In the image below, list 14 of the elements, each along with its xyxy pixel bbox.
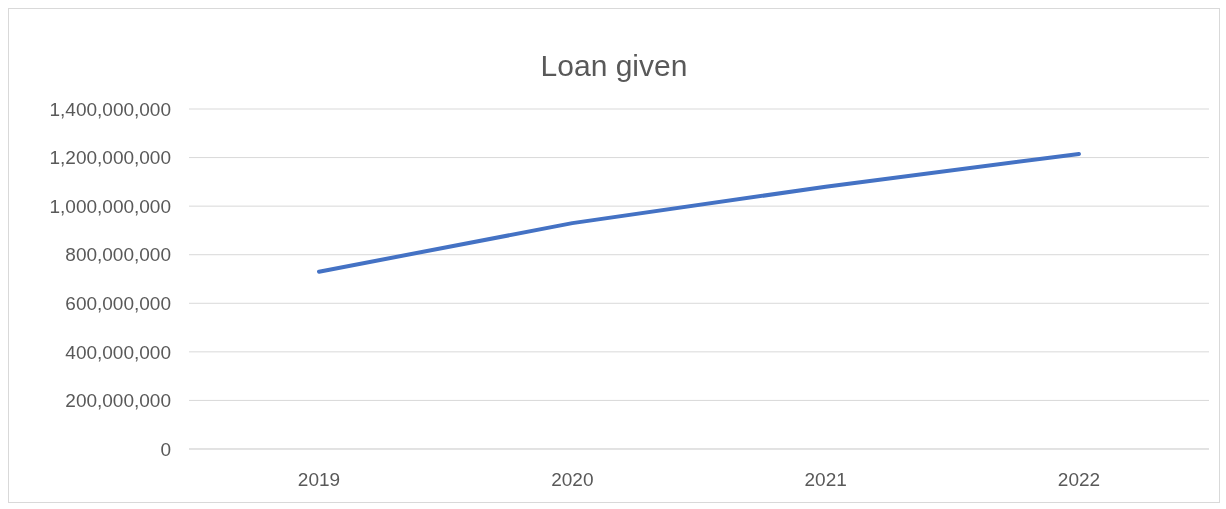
x-tick-label: 2020: [551, 469, 594, 491]
y-tick-label: 1,000,000,000: [49, 195, 171, 217]
y-tick-label: 400,000,000: [65, 341, 171, 363]
y-tick-label: 1,400,000,000: [49, 98, 171, 120]
line-series: [317, 151, 1081, 274]
x-tick-label: 2019: [297, 469, 341, 491]
chart-title: Loan given: [539, 48, 689, 84]
x-tick-label: 2022: [1057, 469, 1101, 491]
y-tick-label: 600,000,000: [65, 293, 171, 315]
y-tick-label: 0: [160, 438, 171, 460]
y-tick-label: 200,000,000: [65, 390, 171, 412]
y-tick-label: 800,000,000: [65, 244, 171, 266]
x-tick-label: 2021: [804, 469, 847, 491]
y-tick-label: 1,200,000,000: [49, 147, 171, 169]
